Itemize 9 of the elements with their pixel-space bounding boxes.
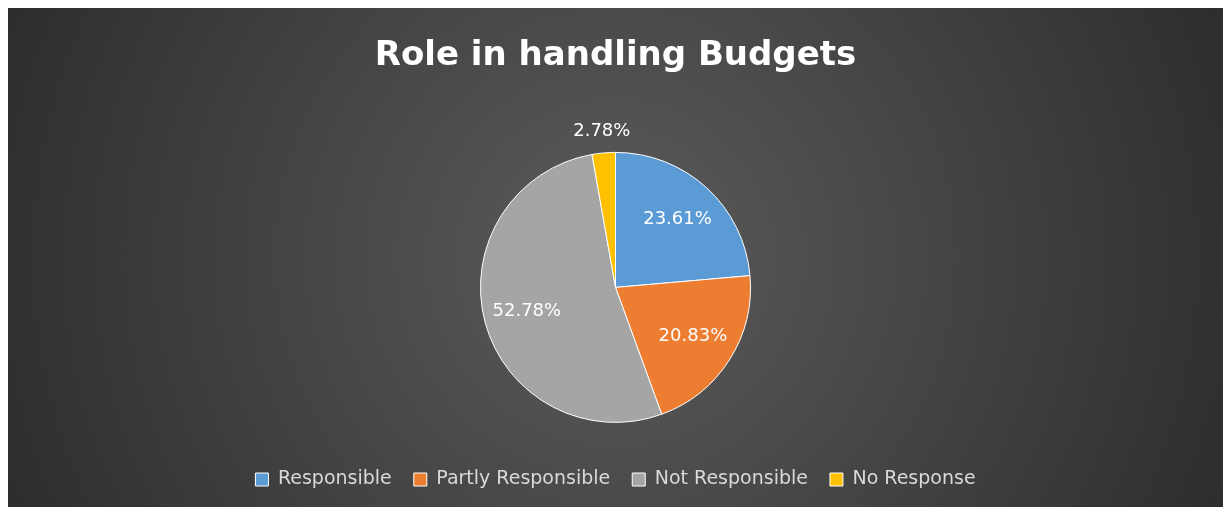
chart-title: Role in handling Budgets <box>374 33 857 74</box>
data-label: 52.78% <box>492 298 562 320</box>
data-label: 20.83% <box>658 324 728 346</box>
data-label: 2.78% <box>573 118 631 140</box>
legend-label: Not Responsible <box>654 466 808 489</box>
legend-label: No Response <box>852 466 976 489</box>
legend-label: Responsible <box>277 466 392 489</box>
legend-label: Partly Responsible <box>436 466 611 489</box>
data-label: 23.61% <box>643 207 712 229</box>
